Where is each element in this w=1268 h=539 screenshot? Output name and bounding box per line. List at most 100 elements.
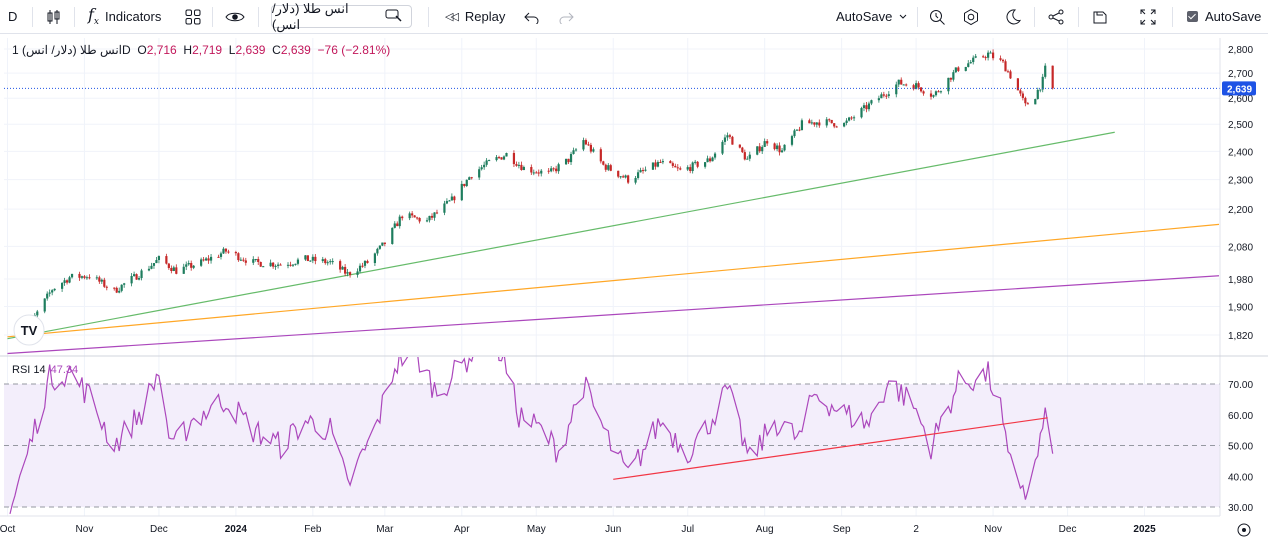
candle-body: [624, 175, 627, 178]
candle-body: [778, 145, 781, 153]
candle-body: [845, 120, 848, 124]
time-tick-label: Apr: [454, 524, 470, 535]
candle-body: [880, 94, 883, 99]
candle-body: [572, 150, 575, 154]
candle-body: [964, 66, 967, 71]
time-zone-settings-icon[interactable]: [1237, 523, 1251, 537]
last-price-tag: [1222, 81, 1256, 96]
candle-body: [294, 263, 297, 265]
candle-body: [411, 213, 414, 216]
snapshot-icon[interactable]: [1091, 0, 1109, 33]
autosave-dropdown[interactable]: AutoSave: [836, 0, 908, 33]
candle-body: [800, 120, 804, 131]
candle-body: [209, 256, 213, 261]
candle-body: [53, 288, 56, 291]
candle-body: [818, 122, 821, 126]
candle-body: [947, 77, 950, 92]
candles-icon[interactable]: [45, 0, 63, 33]
eye-icon[interactable]: [225, 0, 245, 33]
fullscreen-icon[interactable]: [1139, 0, 1157, 33]
candle-body: [470, 177, 473, 179]
candle-body: [234, 252, 237, 254]
candle-body: [743, 152, 746, 160]
time-tick-label: Feb: [304, 524, 322, 535]
legend-symbol: انس طلا (دلار/ انس): [22, 43, 122, 57]
candle-body: [78, 273, 81, 278]
candle-body: [207, 258, 210, 261]
candle-body: [830, 119, 833, 124]
candle-body: [582, 140, 585, 150]
candle-body: [51, 290, 54, 293]
candle-body: [661, 161, 664, 163]
candle-body: [852, 117, 856, 119]
layout-grid-icon[interactable]: [184, 0, 202, 33]
rsi-tick-label: 70.00: [1228, 380, 1253, 391]
candle-body: [651, 162, 655, 170]
time-tick-label: Aug: [756, 524, 774, 535]
autosave-checkbox[interactable]: AutoSave: [1187, 0, 1261, 33]
candle-body: [592, 149, 595, 152]
chart-canvas[interactable]: 1,820 1,900 1,980 2,080 2,200 2,300 2,400 2,500…: [0, 34, 1268, 539]
moon-icon[interactable]: [1004, 0, 1022, 33]
legend-close-label: C: [272, 43, 281, 57]
candle-body: [252, 259, 255, 263]
candle-body: [289, 264, 292, 266]
redo-icon[interactable]: [558, 0, 574, 33]
price-tick-label: 1,820: [1228, 331, 1253, 342]
chevron-down-icon: [898, 13, 908, 21]
time-tick-label: Nov: [984, 524, 1002, 535]
candle-body: [761, 146, 764, 152]
candle-body: [1041, 76, 1044, 90]
candle-body: [100, 279, 103, 282]
candle-body: [897, 79, 900, 85]
interval-button[interactable]: D: [8, 0, 18, 33]
candle-body: [887, 94, 890, 96]
undo-icon[interactable]: [524, 0, 540, 33]
candle-body: [609, 165, 612, 171]
candle-body: [396, 223, 399, 227]
indicators-button[interactable]: fx Indicators: [88, 0, 161, 33]
symbol-search[interactable]: انس طلا (دلار/ انس): [271, 1, 412, 32]
candle-body: [726, 135, 729, 138]
time-tick-label: May: [527, 524, 546, 535]
candle-body: [418, 217, 421, 222]
candle-body: [713, 153, 717, 158]
candle-body: [972, 57, 975, 63]
legend-low-label: L: [228, 43, 236, 57]
rsi-value: 47.34: [50, 364, 79, 376]
share-icon[interactable]: [1047, 0, 1065, 33]
candle-body: [291, 264, 295, 266]
candle-body: [88, 277, 91, 279]
candle-body: [721, 141, 724, 154]
candle-body: [192, 265, 195, 268]
candle-body: [793, 130, 796, 137]
replay-button[interactable]: ◁◁ Replay: [445, 0, 505, 33]
candle-body: [659, 162, 662, 164]
trend-line-purple: [7, 275, 1220, 355]
toolbar-divider: [917, 7, 918, 27]
settings-icon[interactable]: [962, 0, 980, 33]
legend-open: 2,716: [146, 43, 177, 57]
candle-body: [952, 72, 955, 80]
candle-body: [567, 158, 570, 163]
candle-body: [480, 167, 483, 170]
candle-body: [286, 264, 290, 266]
candle-body: [912, 85, 915, 90]
price-tick-label: 2,080: [1228, 242, 1253, 253]
search-icon: [385, 8, 403, 25]
candle-body: [1051, 65, 1054, 89]
candle-body: [378, 245, 381, 249]
candle-body: [641, 170, 645, 172]
alert-search-icon[interactable]: [928, 0, 946, 33]
candle-body: [932, 95, 935, 97]
candle-body: [1024, 97, 1027, 104]
candle-body: [1036, 89, 1039, 99]
candle-body: [1004, 61, 1007, 72]
candle-body: [810, 122, 813, 124]
candle-body: [348, 272, 352, 275]
candle-body: [991, 52, 995, 59]
rsi-trend-line: [613, 417, 1048, 480]
candle-body: [555, 168, 558, 172]
toolbar-divider: [258, 7, 259, 27]
candle-body: [445, 201, 449, 204]
